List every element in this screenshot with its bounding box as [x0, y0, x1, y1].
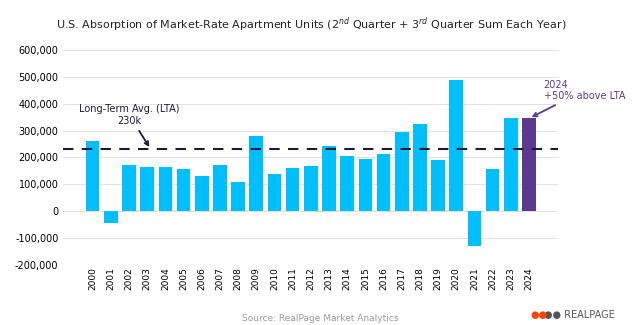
- Bar: [159, 167, 172, 211]
- Text: ●●: ●●: [530, 310, 547, 320]
- Bar: [104, 211, 118, 223]
- Bar: [322, 146, 336, 211]
- Bar: [122, 165, 136, 211]
- Text: Source: RealPage Market Analytics: Source: RealPage Market Analytics: [242, 314, 398, 323]
- Bar: [177, 170, 190, 211]
- Bar: [250, 136, 263, 211]
- Bar: [140, 167, 154, 211]
- Bar: [195, 176, 209, 211]
- Bar: [358, 159, 372, 211]
- Bar: [413, 124, 427, 211]
- Bar: [395, 132, 408, 211]
- Bar: [304, 166, 317, 211]
- Text: 2024
+50% above LTA: 2024 +50% above LTA: [533, 80, 625, 116]
- Bar: [431, 160, 445, 211]
- Bar: [286, 168, 300, 211]
- Bar: [486, 169, 499, 211]
- Bar: [268, 174, 282, 211]
- Bar: [522, 118, 536, 211]
- Bar: [504, 118, 518, 211]
- Bar: [213, 165, 227, 211]
- Bar: [86, 141, 99, 211]
- Text: ●● REALPAGE: ●● REALPAGE: [543, 310, 614, 320]
- Bar: [377, 154, 390, 211]
- Text: Long-Term Avg. (LTA)
230k: Long-Term Avg. (LTA) 230k: [79, 104, 179, 145]
- Bar: [231, 182, 245, 211]
- Bar: [449, 80, 463, 211]
- Bar: [340, 156, 354, 211]
- Bar: [468, 211, 481, 246]
- Title: U.S. Absorption of Market-Rate Apartment Units (2$^{nd}$ Quarter + 3$^{rd}$ Quar: U.S. Absorption of Market-Rate Apartment…: [56, 15, 566, 33]
